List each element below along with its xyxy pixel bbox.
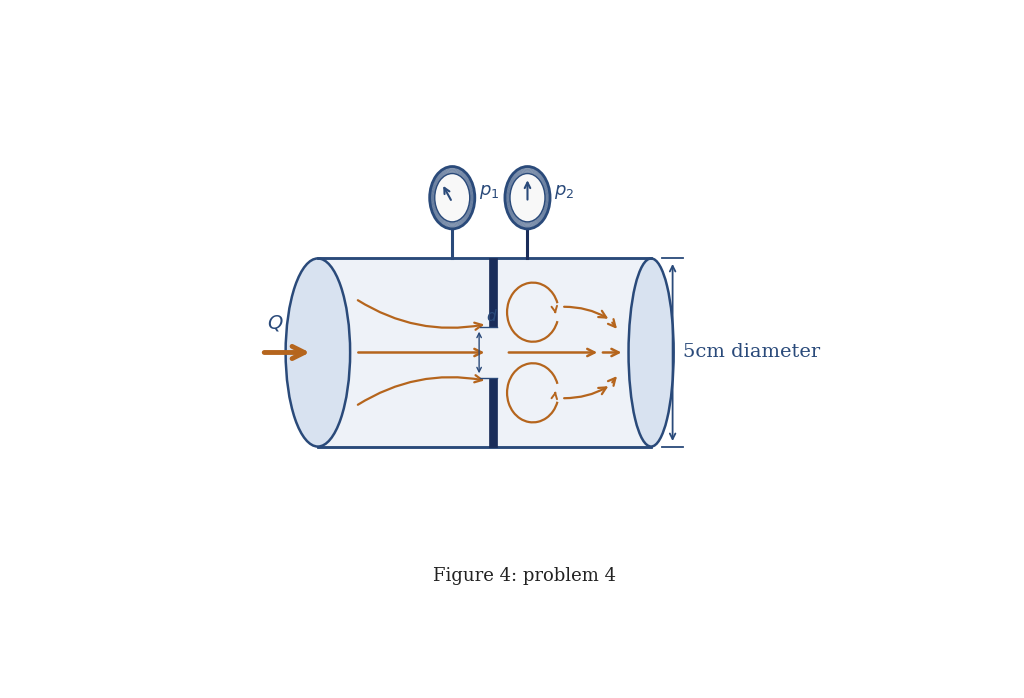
Text: $p_2$: $p_2$ — [554, 184, 574, 201]
Ellipse shape — [629, 258, 674, 447]
Ellipse shape — [435, 174, 470, 222]
Bar — [488, 378, 497, 447]
Text: $d$: $d$ — [485, 308, 498, 324]
Ellipse shape — [505, 167, 550, 229]
Bar — [488, 258, 497, 327]
Ellipse shape — [430, 167, 475, 229]
Text: 5cm diameter: 5cm diameter — [683, 343, 820, 362]
Ellipse shape — [510, 174, 545, 222]
Text: $Q$: $Q$ — [266, 313, 284, 333]
Ellipse shape — [286, 258, 350, 447]
Text: Figure 4: problem 4: Figure 4: problem 4 — [433, 567, 616, 584]
Text: $p_1$: $p_1$ — [479, 184, 500, 201]
Polygon shape — [317, 258, 651, 447]
